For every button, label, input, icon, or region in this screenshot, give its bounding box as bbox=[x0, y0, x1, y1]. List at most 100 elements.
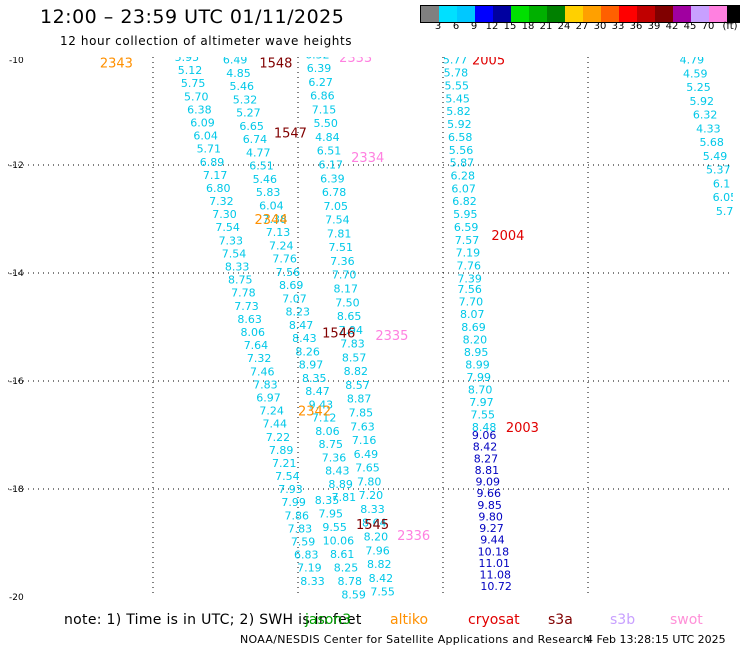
wave-height-value: 8.69 bbox=[279, 279, 304, 292]
wave-height-value: 10.06 bbox=[323, 534, 355, 547]
pass-number-label: 1547 bbox=[274, 127, 307, 142]
scale-swatch bbox=[493, 6, 511, 22]
wave-height-value: 8.75 bbox=[228, 274, 253, 287]
wave-height-value: 9.06 bbox=[472, 429, 497, 442]
wave-height-value: 7.17 bbox=[203, 169, 228, 182]
wave-height-value: 8.26 bbox=[295, 345, 320, 358]
wave-height-value: 7.24 bbox=[269, 239, 294, 252]
wave-height-value: 5.68 bbox=[699, 136, 724, 149]
wave-height-value: 7.57 bbox=[455, 234, 480, 247]
lat-tick-label: -10 bbox=[9, 57, 24, 66]
wave-height-value: 5.95 bbox=[175, 57, 200, 64]
wave-height-value: 6.39 bbox=[307, 62, 332, 75]
wave-height-value: 8.48 bbox=[472, 421, 497, 434]
wave-height-value: 8.20 bbox=[463, 333, 488, 346]
pass-labels: 2333 2343 1548 2005 1547 2334 2344 2004 1546 2335… bbox=[100, 57, 539, 544]
wave-height-value: 6.09 bbox=[190, 116, 215, 129]
wave-height-value: 6.51 bbox=[249, 160, 274, 173]
wave-height-value: 8.82 bbox=[367, 558, 392, 571]
wave-height-value: 6.65 bbox=[239, 120, 264, 133]
wave-height-value: 7.13 bbox=[266, 226, 291, 239]
wave-height-value: 5.77 bbox=[443, 57, 468, 67]
wave-height-value: 8.70 bbox=[468, 383, 493, 396]
wave-height-value: 7.33 bbox=[219, 234, 244, 247]
wave-height-value: 8.35 bbox=[302, 372, 327, 385]
wave-height-value: 6.32 bbox=[693, 109, 718, 122]
wave-height-value: 8.95 bbox=[464, 346, 489, 359]
wave-height-value: 8.99 bbox=[465, 358, 490, 371]
wave-height-value: 7.99 bbox=[467, 371, 492, 384]
lat-tick-label: -12 bbox=[9, 161, 24, 171]
wave-height-value: 7.81 bbox=[332, 491, 357, 504]
lat-tick-label: -16 bbox=[9, 377, 24, 387]
wave-height-value: 5.46 bbox=[230, 80, 255, 93]
wave-height-value: 8.27 bbox=[474, 452, 499, 465]
wave-height-value: 8.82 bbox=[344, 365, 369, 378]
wave-height-value: 8.57 bbox=[342, 351, 367, 364]
wave-height-value: 8.59 bbox=[341, 588, 366, 601]
scale-swatch bbox=[547, 6, 565, 22]
scale-label: 24 bbox=[557, 21, 571, 32]
pass-number-label: 1545 bbox=[356, 518, 389, 533]
wave-height-value: 6.04 bbox=[259, 200, 284, 213]
wave-height-value: 7.54 bbox=[222, 247, 247, 260]
wave-height-value: 7.97 bbox=[469, 396, 494, 409]
wave-height-value: 8.75 bbox=[318, 438, 343, 451]
wave-height-value: 7.32 bbox=[209, 195, 234, 208]
wave-height-value: 8.64 bbox=[362, 517, 387, 530]
scale-label: 18 bbox=[521, 21, 535, 32]
wave-height-value: 6.17 bbox=[318, 159, 343, 172]
footer-note: note: 1) Time is in UTC; 2) SWH is in fe… bbox=[64, 612, 362, 628]
color-scale-bar bbox=[420, 5, 740, 23]
wave-height-value: 6.86 bbox=[310, 90, 335, 103]
wave-height-value: 11.01 bbox=[479, 557, 511, 570]
wave-height-value: 7.38 bbox=[262, 213, 287, 226]
wave-height-value: 5.87 bbox=[450, 157, 475, 170]
wave-height-value: 7.73 bbox=[234, 300, 259, 313]
wave-height-value: 6.80 bbox=[206, 182, 231, 195]
wave-height-value: 7.32 bbox=[247, 352, 272, 365]
wave-height-value: 6.82 bbox=[452, 195, 477, 208]
wave-height-value: 6.05 bbox=[713, 191, 733, 204]
scale-swatch bbox=[421, 6, 439, 22]
wave-height-value: 7.80 bbox=[357, 475, 382, 488]
satellite-legend-item: s3b bbox=[610, 612, 636, 628]
wave-height-value: 7.36 bbox=[330, 255, 355, 268]
wave-height-value: 5.45 bbox=[445, 92, 470, 105]
wave-height-value: 10.72 bbox=[480, 580, 512, 593]
wave-height-value: 7.22 bbox=[266, 431, 291, 444]
wave-height-value: 9.80 bbox=[478, 510, 503, 523]
wave-height-value: 7.19 bbox=[456, 247, 481, 260]
wave-height-value: 7.50 bbox=[335, 296, 360, 309]
satellite-legend-item: s3a bbox=[548, 612, 573, 628]
wave-height-value: 8.81 bbox=[475, 464, 500, 477]
wave-height-value: 9.55 bbox=[322, 521, 347, 534]
wave-height-value: 6.38 bbox=[187, 103, 212, 116]
wave-height-map: 5.955.125.755.706.386.096.045.716.897.17… bbox=[8, 57, 733, 602]
wave-height-value: 4.84 bbox=[315, 131, 340, 144]
wave-height-value: 7.54 bbox=[215, 221, 240, 234]
wave-height-value: 6.78 bbox=[322, 186, 347, 199]
wave-height-value: 7.94 bbox=[339, 324, 364, 337]
scale-label: 9 bbox=[470, 21, 478, 32]
wave-height-value: 5.92 bbox=[690, 95, 715, 108]
wave-height-value: 10.18 bbox=[478, 545, 510, 558]
wave-height-value: 7.63 bbox=[350, 420, 375, 433]
scale-swatch bbox=[511, 6, 529, 22]
wave-height-value: 6.28 bbox=[451, 169, 476, 182]
wave-height-value: 4.77 bbox=[246, 146, 271, 159]
wave-height-value: 6.49 bbox=[223, 57, 248, 67]
wave-height-value: 7.83 bbox=[253, 378, 278, 391]
scale-label: 12 bbox=[485, 21, 499, 32]
wave-height-value: 8.33 bbox=[300, 575, 325, 588]
satellite-legend-item: swot bbox=[670, 612, 703, 628]
wave-height-value: 7.19 bbox=[297, 562, 322, 575]
wave-height-value: 8.33 bbox=[225, 261, 250, 274]
pass-number-label: 2003 bbox=[506, 421, 539, 436]
generation-timestamp: 4 Feb 13:28:15 UTC 2025 bbox=[586, 633, 726, 646]
wave-height-value: 9.85 bbox=[477, 499, 502, 512]
wave-height-value: 5.75 bbox=[181, 77, 206, 90]
scale-swatch bbox=[475, 6, 493, 22]
wave-height-value: 7.24 bbox=[259, 405, 284, 418]
altimeter-tracks: 5.955.125.755.706.386.096.045.716.897.17… bbox=[175, 57, 733, 601]
